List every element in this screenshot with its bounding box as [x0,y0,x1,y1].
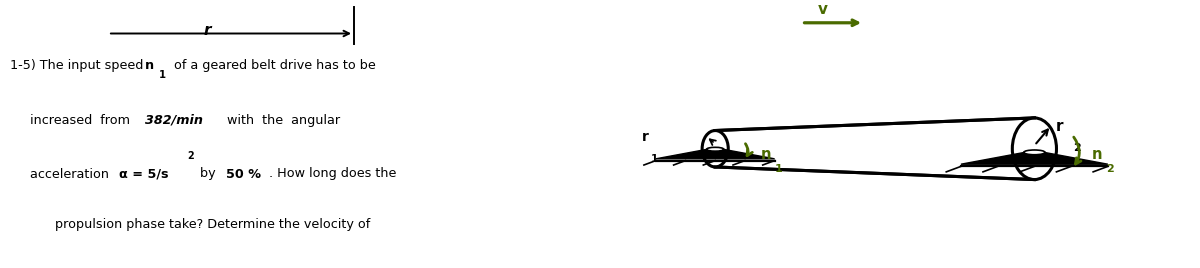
Text: 1-5) The input speed: 1-5) The input speed [10,59,146,72]
Text: n: n [144,59,154,72]
Text: increased  from: increased from [10,114,138,127]
Text: 2: 2 [1073,143,1080,153]
Text: 1: 1 [650,154,658,163]
Circle shape [1024,150,1045,155]
Text: v: v [818,2,828,17]
Text: r: r [203,23,211,38]
Text: α = 5/s: α = 5/s [119,168,169,181]
Text: 1: 1 [775,164,782,174]
Text: of a geared belt drive has to be: of a geared belt drive has to be [169,59,376,72]
Text: 50 %: 50 % [226,168,260,181]
Text: . How long does the: . How long does the [269,168,396,181]
Text: 2: 2 [187,151,194,161]
Text: n: n [761,147,772,162]
Text: n: n [1091,147,1102,162]
Text: with  the  angular: with the angular [220,114,341,127]
Ellipse shape [702,131,728,167]
Text: acceleration: acceleration [10,168,113,181]
Circle shape [707,147,724,151]
Text: 1: 1 [158,70,166,80]
Polygon shape [655,148,775,159]
Text: by: by [196,168,220,181]
Text: r: r [642,131,649,144]
Polygon shape [715,118,1034,180]
Text: 2: 2 [1105,164,1114,174]
Ellipse shape [1013,118,1056,180]
Text: 382/min: 382/min [145,114,203,127]
Polygon shape [961,151,1108,164]
Text: propulsion phase take? Determine the velocity of: propulsion phase take? Determine the vel… [55,218,371,232]
Text: r: r [1056,119,1063,134]
